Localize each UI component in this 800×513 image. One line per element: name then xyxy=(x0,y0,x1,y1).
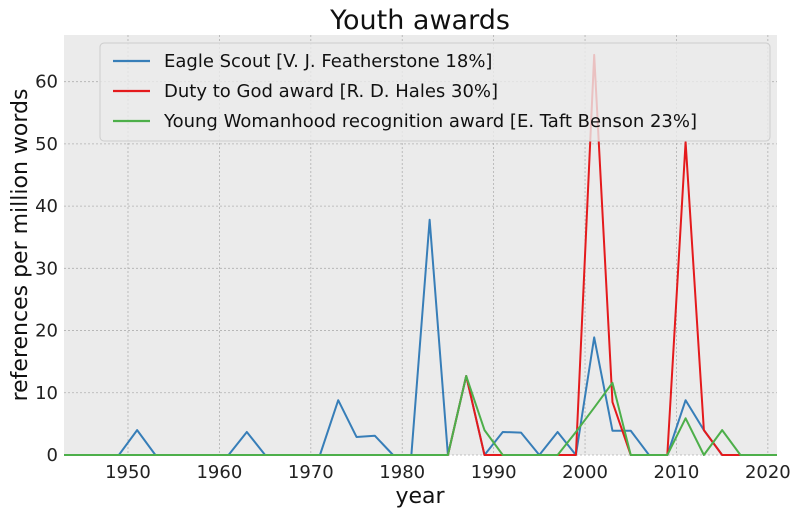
x-tick-label: 2020 xyxy=(745,462,791,483)
chart-title: Youth awards xyxy=(329,5,510,36)
x-tick-labels: 1950 1960 1970 1980 1990 2000 2010 2020 xyxy=(105,462,791,483)
legend: Eagle Scout [V. J. Featherstone 18%] Duty… xyxy=(99,42,771,142)
x-tick-label: 1990 xyxy=(471,462,517,483)
y-tick-label: 0 xyxy=(47,445,58,466)
x-tick-label: 2010 xyxy=(654,462,700,483)
x-tick-label: 1950 xyxy=(105,462,151,483)
y-tick-labels: 0 10 20 30 40 50 60 xyxy=(35,72,58,466)
legend-label-3: Young Womanhood recognition award [E. Ta… xyxy=(163,111,697,132)
x-tick-label: 1960 xyxy=(196,462,242,483)
legend-box xyxy=(99,42,771,142)
y-tick-label: 40 xyxy=(35,196,58,217)
x-axis-label: year xyxy=(395,484,445,509)
x-tick-label: 2000 xyxy=(562,462,608,483)
legend-label-2: Duty to God award [R. D. Hales 30%] xyxy=(164,81,498,102)
series-line-3 xyxy=(64,374,777,456)
series-layer xyxy=(64,53,777,456)
legend-label-1: Eagle Scout [V. J. Featherstone 18%] xyxy=(164,51,492,72)
y-tick-label: 30 xyxy=(35,258,58,279)
y-tick-label: 50 xyxy=(35,134,58,155)
y-axis-label: references per million words xyxy=(8,89,33,402)
y-tick-label: 60 xyxy=(35,72,58,93)
x-tick-label: 1980 xyxy=(379,462,425,483)
x-tick-label: 1970 xyxy=(288,462,334,483)
y-tick-label: 20 xyxy=(35,321,58,342)
y-tick-label: 10 xyxy=(35,383,58,404)
